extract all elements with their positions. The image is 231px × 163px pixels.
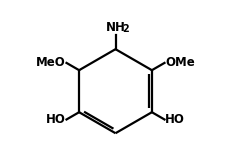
- Text: NH: NH: [106, 21, 125, 34]
- Text: MeO: MeO: [36, 56, 66, 69]
- Text: OMe: OMe: [165, 56, 195, 69]
- Text: HO: HO: [165, 113, 185, 126]
- Text: HO: HO: [46, 113, 66, 126]
- Text: 2: 2: [122, 24, 129, 34]
